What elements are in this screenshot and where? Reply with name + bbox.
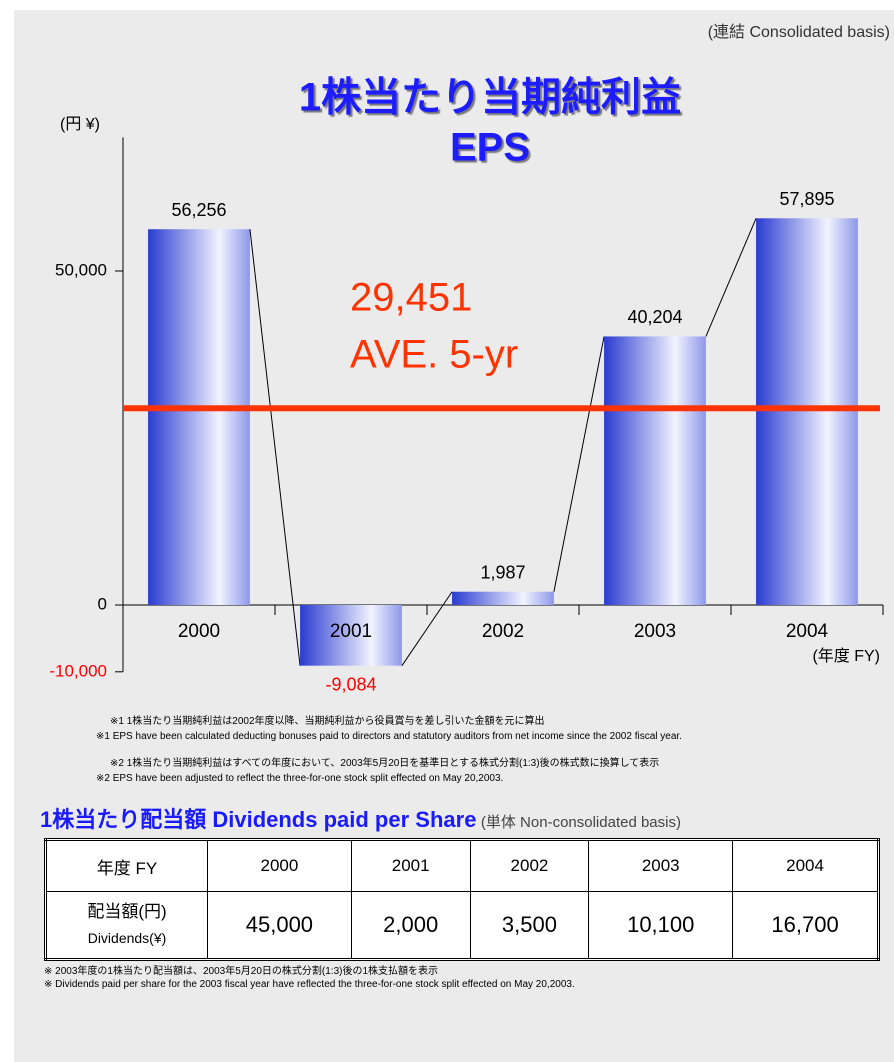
value-label: 57,895 <box>779 189 834 209</box>
header-cell: 2003 <box>588 839 734 892</box>
value-label: -9,084 <box>325 674 376 694</box>
basis: (連結 Consolidated basis) <box>708 23 890 41</box>
connector <box>401 591 453 666</box>
bar <box>148 229 250 606</box>
note: ※2 EPS have been adjusted to reflect the… <box>96 773 504 784</box>
y-tick-label: 0 <box>98 594 107 613</box>
y-axis-label: (円 ¥) <box>60 116 100 133</box>
x-tick-label: 2000 <box>178 621 220 642</box>
x-tick-label: 2002 <box>482 621 524 642</box>
x-tick-label: 2004 <box>786 621 829 642</box>
dividends-note: ※ Dividends paid per share for the 2003 … <box>44 979 575 990</box>
note: ※2 1株当たり当期純利益はすべての年度において、2003年5月20日を基準日と… <box>110 758 660 769</box>
header-cell: 2000 <box>207 839 352 892</box>
dividends-basis: (単体 Non-consolidated basis) <box>480 814 681 831</box>
bar <box>756 218 858 605</box>
row-label-en: Dividends(¥) <box>87 930 167 946</box>
header-cell: 2002 <box>469 839 590 892</box>
note: ※1 EPS have been calculated deducting bo… <box>96 731 682 742</box>
connector <box>249 229 301 666</box>
dividends-heading: 1株当たり配当額 Dividends paid per Share (単体 No… <box>40 802 681 834</box>
value-cell: 2,000 <box>350 891 471 960</box>
header-cell: 2001 <box>350 839 471 892</box>
dividends-title: 1株当たり配当額 Dividends paid per Share <box>40 807 477 832</box>
average-value: 29,451 <box>350 276 472 320</box>
value-cell: 10,100 <box>588 891 734 960</box>
chart: (連結 Consolidated basis) 1株当たり当期純利益 EPS (… <box>49 23 890 694</box>
row-label-ja: 配当額(円) <box>87 902 167 921</box>
x-axis-label: (年度 FY) <box>812 647 880 665</box>
value-label: 40,204 <box>627 307 682 327</box>
value-cell: 16,700 <box>732 891 879 960</box>
x-tick-label: 2001 <box>330 621 372 642</box>
value-cell: 3,500 <box>469 891 590 960</box>
bar <box>604 336 706 605</box>
header-cell: 年度 FY <box>45 839 208 892</box>
value-cell: 45,000 <box>207 891 352 960</box>
connector <box>705 218 757 337</box>
value-label: 56,256 <box>171 200 226 220</box>
y-tick-label: -10,000 <box>49 661 107 680</box>
average-text: AVE. 5-yr <box>350 333 518 377</box>
bar <box>452 591 554 605</box>
dividends-note: ※ 2003年度の1株当たり配当額は、2003年5月20日の株式分割(1:3)後… <box>44 966 439 977</box>
note: ※1 1株当たり当期純利益は2002年度以降、当期純利益から役員賞与を差し引いた… <box>110 716 545 727</box>
chart-title-en: EPS <box>450 126 530 170</box>
bar <box>300 605 402 666</box>
row-label: 配当額(円) Dividends(¥) <box>45 891 208 960</box>
data-row: 配当額(円) Dividends(¥) 45,000 2,000 3,500 10,1… <box>45 891 879 960</box>
y-tick-label: 50,000 <box>55 260 107 279</box>
value-label: 1,987 <box>480 562 525 582</box>
header-cell: 2004 <box>732 839 879 892</box>
connector <box>553 336 605 592</box>
chart-title: 1株当たり当期純利益 <box>299 76 681 120</box>
header-row: 年度 FY 2000 2001 2002 2003 2004 <box>45 839 879 892</box>
dividends-table: 年度 FY 2000 2001 2002 2003 2004 配当額(円) Dividen… <box>44 838 880 961</box>
x-tick-label: 2003 <box>634 621 676 642</box>
